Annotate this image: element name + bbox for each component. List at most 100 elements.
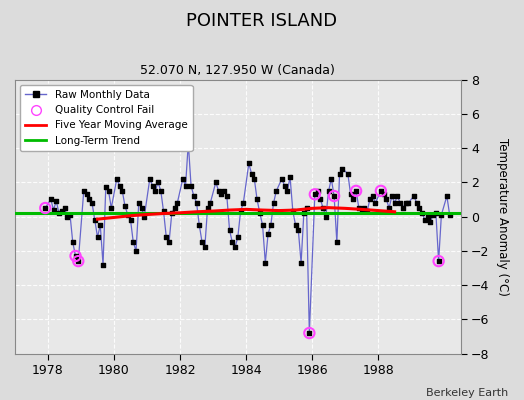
Point: [429, 212, 438, 218]
Point: [159, 208, 168, 215]
Point: [220, 188, 228, 194]
Point: [291, 222, 300, 228]
Point: [247, 170, 256, 177]
Point: [80, 188, 88, 194]
Point: [346, 191, 355, 198]
Point: [311, 191, 319, 198]
Point: [115, 182, 124, 189]
Point: [269, 200, 278, 206]
Point: [333, 239, 341, 246]
Point: [198, 239, 206, 246]
Point: [443, 193, 451, 199]
Point: [217, 191, 225, 198]
Point: [393, 193, 401, 199]
Point: [154, 179, 162, 186]
Point: [272, 188, 280, 194]
Point: [214, 188, 223, 194]
Legend: Raw Monthly Data, Quality Control Fail, Five Year Moving Average, Long-Term Tren: Raw Monthly Data, Quality Control Fail, …: [20, 85, 192, 151]
Point: [390, 200, 399, 206]
Text: Berkeley Earth: Berkeley Earth: [426, 388, 508, 398]
Point: [146, 176, 154, 182]
Point: [41, 205, 49, 211]
Point: [418, 210, 427, 216]
Point: [344, 170, 352, 177]
Point: [88, 200, 96, 206]
Point: [121, 203, 129, 210]
Point: [352, 188, 361, 194]
Point: [71, 253, 80, 259]
Point: [223, 193, 231, 199]
Point: [140, 213, 148, 220]
Point: [335, 170, 344, 177]
Point: [305, 330, 313, 336]
Point: [91, 217, 99, 223]
Point: [173, 200, 181, 206]
Point: [99, 261, 107, 268]
Point: [368, 193, 377, 199]
Point: [313, 188, 322, 194]
Point: [256, 210, 264, 216]
Point: [124, 212, 132, 218]
Point: [74, 258, 82, 264]
Point: [445, 212, 454, 218]
Point: [52, 198, 60, 204]
Point: [267, 222, 275, 228]
Title: 52.070 N, 127.950 W (Canada): 52.070 N, 127.950 W (Canada): [140, 64, 335, 77]
Point: [96, 222, 104, 228]
Point: [302, 205, 311, 211]
Point: [366, 196, 374, 203]
Point: [184, 140, 192, 146]
Point: [261, 260, 269, 266]
Point: [132, 248, 140, 254]
Point: [283, 188, 291, 194]
Point: [385, 205, 394, 211]
Point: [104, 188, 113, 194]
Point: [396, 200, 405, 206]
Point: [137, 205, 146, 211]
Y-axis label: Temperature Anomaly (°C): Temperature Anomaly (°C): [496, 138, 509, 296]
Point: [322, 213, 330, 220]
Point: [49, 206, 58, 213]
Point: [437, 212, 445, 218]
Point: [212, 179, 220, 186]
Point: [113, 176, 121, 182]
Point: [379, 191, 388, 198]
Point: [289, 208, 297, 215]
Point: [195, 222, 203, 228]
Point: [74, 258, 82, 264]
Point: [55, 210, 63, 216]
Point: [305, 330, 313, 336]
Point: [338, 166, 346, 172]
Point: [300, 210, 308, 216]
Point: [239, 200, 247, 206]
Point: [236, 208, 245, 215]
Point: [377, 188, 385, 194]
Point: [432, 210, 440, 216]
Point: [71, 253, 80, 259]
Point: [187, 182, 195, 189]
Point: [423, 213, 432, 220]
Point: [157, 188, 165, 194]
Text: POINTER ISLAND: POINTER ISLAND: [187, 12, 337, 30]
Point: [264, 230, 272, 237]
Point: [349, 196, 357, 203]
Point: [294, 227, 302, 234]
Point: [401, 200, 410, 206]
Point: [286, 174, 294, 180]
Point: [41, 205, 49, 211]
Point: [60, 205, 69, 211]
Point: [126, 217, 135, 223]
Point: [162, 234, 170, 240]
Point: [190, 193, 198, 199]
Point: [231, 244, 239, 250]
Point: [102, 184, 110, 191]
Point: [330, 193, 339, 199]
Point: [377, 188, 385, 194]
Point: [58, 208, 66, 215]
Point: [201, 244, 209, 250]
Point: [426, 218, 434, 225]
Point: [382, 196, 390, 203]
Point: [352, 188, 361, 194]
Point: [357, 208, 366, 215]
Point: [371, 200, 379, 206]
